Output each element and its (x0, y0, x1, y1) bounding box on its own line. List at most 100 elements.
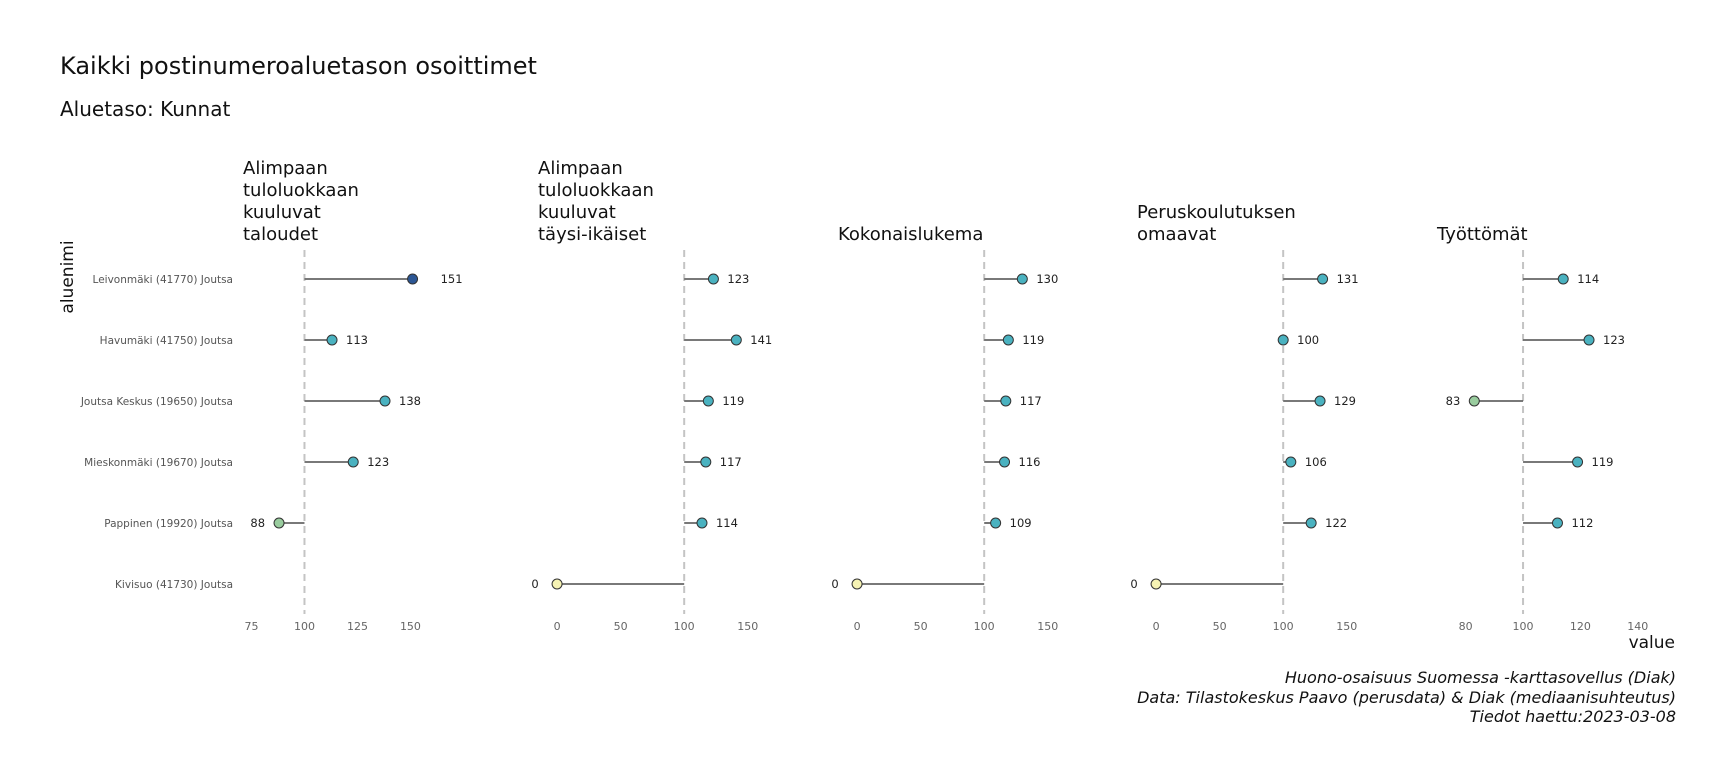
x-tick-label: 150 (400, 620, 421, 633)
panel-title-line: taloudet (243, 224, 318, 245)
lollipop-point (1583, 334, 1595, 346)
panel-title-line: kuuluvat (243, 202, 321, 223)
caption-source-app: Huono-osaisuus Suomessa -karttasovellus … (1284, 668, 1676, 687)
data-label: 151 (441, 272, 463, 286)
lollipop-point (700, 456, 712, 468)
x-tick-label: 150 (1037, 620, 1058, 633)
data-label: 119 (1022, 333, 1044, 347)
y-tick-label: Mieskonmäki (19670) Joutsa (84, 457, 233, 469)
lollipop-point (407, 273, 419, 285)
data-label: 112 (1571, 516, 1593, 530)
y-tick-label: Kivisuo (41730) Joutsa (115, 579, 233, 591)
data-label: 117 (720, 455, 742, 469)
x-tick-label: 75 (244, 620, 258, 633)
lollipop-point (1317, 273, 1329, 285)
x-tick-label: 100 (294, 620, 315, 633)
data-label: 123 (367, 455, 389, 469)
y-tick-label: Joutsa Keskus (19650) Joutsa (80, 396, 233, 408)
panel-title-line: Kokonaislukema (838, 224, 983, 245)
x-tick-label: 100 (974, 620, 995, 633)
data-label: 114 (716, 516, 738, 530)
x-tick-label: 100 (1273, 620, 1294, 633)
panel-title-line: Työttömät (1436, 224, 1528, 245)
lollipop-point (1305, 517, 1317, 529)
data-label: 131 (1337, 272, 1359, 286)
data-label: 100 (1297, 333, 1319, 347)
y-tick-label: Pappinen (19920) Joutsa (104, 518, 233, 530)
lollipop-point (273, 517, 285, 529)
caption-retrieved-date: Tiedot haettu:2023-03-08 (1469, 707, 1676, 726)
data-label: 114 (1577, 272, 1599, 286)
data-label: 138 (399, 394, 421, 408)
data-label: 117 (1020, 394, 1042, 408)
lollipop-point (707, 273, 719, 285)
panel-title-line: omaavat (1137, 224, 1216, 245)
lollipop-point (702, 395, 714, 407)
x-tick-label: 120 (1570, 620, 1591, 633)
x-tick-label: 0 (854, 620, 861, 633)
data-label: 88 (250, 516, 265, 530)
panel-title-line: kuuluvat (538, 202, 616, 223)
x-tick-label: 100 (1513, 620, 1534, 633)
x-axis-title: value (1629, 633, 1675, 653)
panel-title-line: täysi-ikäiset (538, 224, 646, 245)
lollipop-point (1557, 273, 1569, 285)
lollipop-point (696, 517, 708, 529)
data-label: 83 (1446, 394, 1461, 408)
x-tick-label: 0 (1153, 620, 1160, 633)
chart-title: Kaikki postinumeroaluetason osoittimet (60, 52, 537, 80)
y-tick-label: Leivonmäki (41770) Joutsa (93, 274, 233, 286)
lollipop-point (730, 334, 742, 346)
x-tick-label: 50 (614, 620, 628, 633)
lollipop-point (1285, 456, 1297, 468)
lollipop-point (1016, 273, 1028, 285)
data-label: 0 (831, 577, 838, 591)
lollipop-point (1277, 334, 1289, 346)
data-label: 141 (750, 333, 772, 347)
lollipop-point (379, 395, 391, 407)
lollipop-point (347, 456, 359, 468)
lollipop-point (1002, 334, 1014, 346)
data-label: 0 (531, 577, 538, 591)
x-tick-label: 125 (347, 620, 368, 633)
lollipop-point (1551, 517, 1563, 529)
lollipop-point (851, 578, 863, 590)
data-label: 113 (346, 333, 368, 347)
data-label: 119 (1592, 455, 1614, 469)
x-tick-label: 50 (914, 620, 928, 633)
panel-title-line: Alimpaan (243, 158, 328, 179)
data-label: 116 (1019, 455, 1041, 469)
panel-title-line: Peruskoulutuksen (1137, 202, 1296, 223)
data-label: 0 (1130, 577, 1137, 591)
panel-title-line: tuloluokkaan (538, 180, 654, 201)
chart-subtitle: Aluetaso: Kunnat (60, 97, 231, 121)
x-tick-label: 0 (554, 620, 561, 633)
x-tick-label: 80 (1459, 620, 1473, 633)
caption-data-source: Data: Tilastokeskus Paavo (perusdata) & … (1137, 688, 1676, 707)
data-label: 123 (727, 272, 749, 286)
lollipop-point (551, 578, 563, 590)
lollipop-point (1572, 456, 1584, 468)
y-tick-label: Havumäki (41750) Joutsa (100, 335, 233, 347)
lollipop-point (1314, 395, 1326, 407)
data-label: 119 (722, 394, 744, 408)
y-axis-title: aluenimi (58, 240, 78, 313)
x-tick-label: 150 (1336, 620, 1357, 633)
lollipop-point (999, 456, 1011, 468)
lollipop-point (990, 517, 1002, 529)
x-tick-label: 150 (737, 620, 758, 633)
lollipop-point (1468, 395, 1480, 407)
panel-title-line: tuloluokkaan (243, 180, 359, 201)
panel-title-line: Alimpaan (538, 158, 623, 179)
x-tick-label: 100 (674, 620, 695, 633)
data-label: 109 (1010, 516, 1032, 530)
x-tick-label: 50 (1213, 620, 1227, 633)
lollipop-point (1150, 578, 1162, 590)
data-label: 129 (1334, 394, 1356, 408)
x-tick-label: 140 (1627, 620, 1648, 633)
lollipop-point (326, 334, 338, 346)
data-label: 106 (1305, 455, 1327, 469)
data-label: 130 (1036, 272, 1058, 286)
data-label: 122 (1325, 516, 1347, 530)
